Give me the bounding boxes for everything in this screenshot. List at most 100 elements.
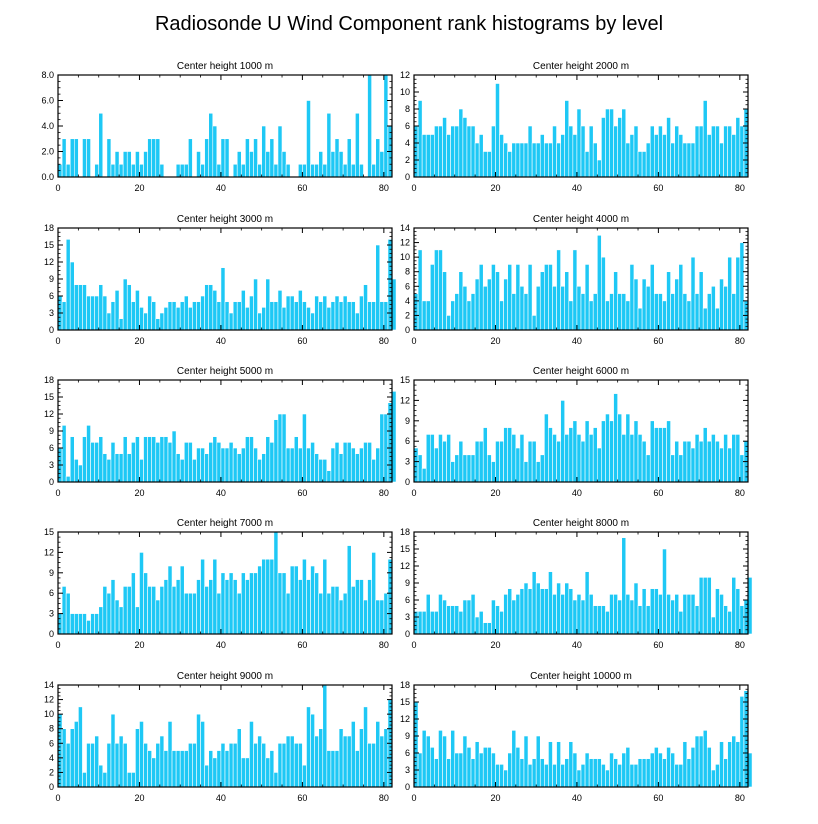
histogram-bar bbox=[625, 142, 631, 178]
y-tick-label: 12 bbox=[400, 395, 410, 405]
histogram-bar bbox=[654, 588, 659, 635]
histogram-bar bbox=[261, 125, 267, 178]
panel-title: Center height 3000 m bbox=[177, 214, 273, 225]
histogram-bar bbox=[645, 758, 651, 788]
histogram-bar bbox=[350, 301, 356, 331]
histogram-bar bbox=[322, 295, 328, 331]
histogram-bar bbox=[78, 464, 83, 483]
histogram-bar bbox=[495, 440, 500, 483]
histogram-bar bbox=[86, 295, 91, 331]
histogram-bar bbox=[511, 599, 517, 635]
histogram-bar bbox=[200, 447, 205, 483]
histogram-bar bbox=[711, 434, 716, 483]
histogram-bar bbox=[719, 594, 724, 635]
x-tick-label: 80 bbox=[735, 183, 745, 193]
histogram-bar bbox=[572, 420, 578, 483]
histogram-bar bbox=[359, 728, 364, 788]
histogram-bar bbox=[90, 295, 95, 331]
histogram-bar bbox=[438, 594, 443, 635]
histogram-bar bbox=[649, 125, 655, 178]
x-tick-label: 80 bbox=[379, 793, 389, 803]
histogram-bar bbox=[86, 138, 91, 178]
y-tick-label: 9 bbox=[405, 416, 410, 426]
histogram-bar bbox=[355, 750, 360, 788]
histogram-bar bbox=[314, 453, 319, 483]
y-tick-label: 8.0 bbox=[41, 70, 54, 80]
y-tick-label: 12 bbox=[400, 561, 410, 571]
histogram-bar bbox=[69, 138, 75, 178]
histogram-bar bbox=[224, 301, 230, 331]
histogram-bar bbox=[163, 579, 169, 635]
x-tick-label: 40 bbox=[572, 183, 582, 193]
histogram-bar bbox=[122, 436, 128, 483]
histogram-bar bbox=[637, 605, 643, 635]
histogram-bar bbox=[425, 434, 431, 483]
histogram-bar bbox=[666, 117, 671, 178]
histogram-bar bbox=[298, 290, 303, 331]
histogram-bar bbox=[658, 594, 663, 635]
histogram-bar bbox=[159, 586, 165, 635]
histogram-bar bbox=[126, 284, 132, 331]
histogram-bar bbox=[429, 611, 435, 635]
x-tick-label: 20 bbox=[134, 183, 144, 193]
histogram-bar bbox=[65, 476, 71, 483]
histogram-bar bbox=[334, 750, 340, 788]
histogram-bar bbox=[236, 453, 242, 483]
histogram-bar bbox=[228, 742, 234, 788]
histogram-bar bbox=[450, 461, 456, 483]
histogram-bar bbox=[686, 758, 692, 788]
y-tick-label: 18 bbox=[44, 223, 54, 233]
histogram-bar bbox=[605, 413, 610, 483]
histogram-bar bbox=[122, 586, 128, 635]
y-tick-label: 6 bbox=[49, 588, 54, 598]
histogram-bar bbox=[167, 565, 173, 635]
histogram-bar bbox=[326, 470, 332, 483]
histogram-bar bbox=[706, 293, 712, 331]
histogram-bar bbox=[265, 436, 271, 483]
histogram-bar bbox=[601, 764, 606, 788]
y-tick-label: 6 bbox=[405, 595, 410, 605]
histogram-bar bbox=[674, 278, 680, 331]
histogram-bar bbox=[192, 742, 197, 788]
x-tick-label: 0 bbox=[411, 336, 416, 346]
histogram-bar bbox=[446, 434, 451, 483]
histogram-bar bbox=[605, 300, 610, 331]
histogram-bar bbox=[265, 151, 271, 178]
x-tick-label: 60 bbox=[653, 183, 663, 193]
histogram-bar bbox=[208, 750, 214, 788]
histogram-bar bbox=[421, 300, 427, 331]
histogram-bar bbox=[511, 434, 517, 483]
histogram-bar bbox=[204, 586, 210, 635]
histogram-bar bbox=[94, 295, 100, 331]
histogram-bar bbox=[277, 125, 283, 178]
y-tick-label: 3 bbox=[405, 765, 410, 775]
histogram-bar bbox=[192, 459, 197, 483]
histogram-bar bbox=[236, 301, 242, 331]
histogram-bar bbox=[249, 151, 254, 178]
histogram-bar bbox=[723, 605, 728, 635]
histogram-bar bbox=[131, 163, 136, 178]
histogram-bar bbox=[371, 459, 377, 483]
histogram-bar bbox=[662, 427, 667, 483]
histogram-bar bbox=[425, 300, 431, 331]
histogram-bar bbox=[326, 750, 332, 788]
histogram-bar bbox=[564, 100, 570, 178]
histogram-bar bbox=[106, 459, 112, 483]
histogram-bar bbox=[596, 447, 602, 483]
y-tick-label: 12 bbox=[44, 695, 54, 705]
histogram-bar bbox=[519, 434, 525, 483]
histogram-bar bbox=[556, 741, 561, 788]
histogram-bar bbox=[552, 764, 557, 788]
histogram-bar bbox=[61, 425, 67, 483]
histogram-bar bbox=[572, 599, 578, 635]
histogram-bar bbox=[212, 290, 218, 331]
histogram-bar bbox=[564, 758, 570, 788]
x-tick-label: 80 bbox=[379, 183, 389, 193]
histogram-bar bbox=[359, 163, 364, 178]
histogram-bar bbox=[491, 461, 496, 483]
histogram-bar bbox=[739, 696, 745, 788]
histogram-bar bbox=[86, 425, 91, 483]
y-tick-label: 4 bbox=[405, 296, 410, 306]
histogram-bar bbox=[167, 301, 173, 331]
histogram-bar bbox=[503, 594, 508, 635]
